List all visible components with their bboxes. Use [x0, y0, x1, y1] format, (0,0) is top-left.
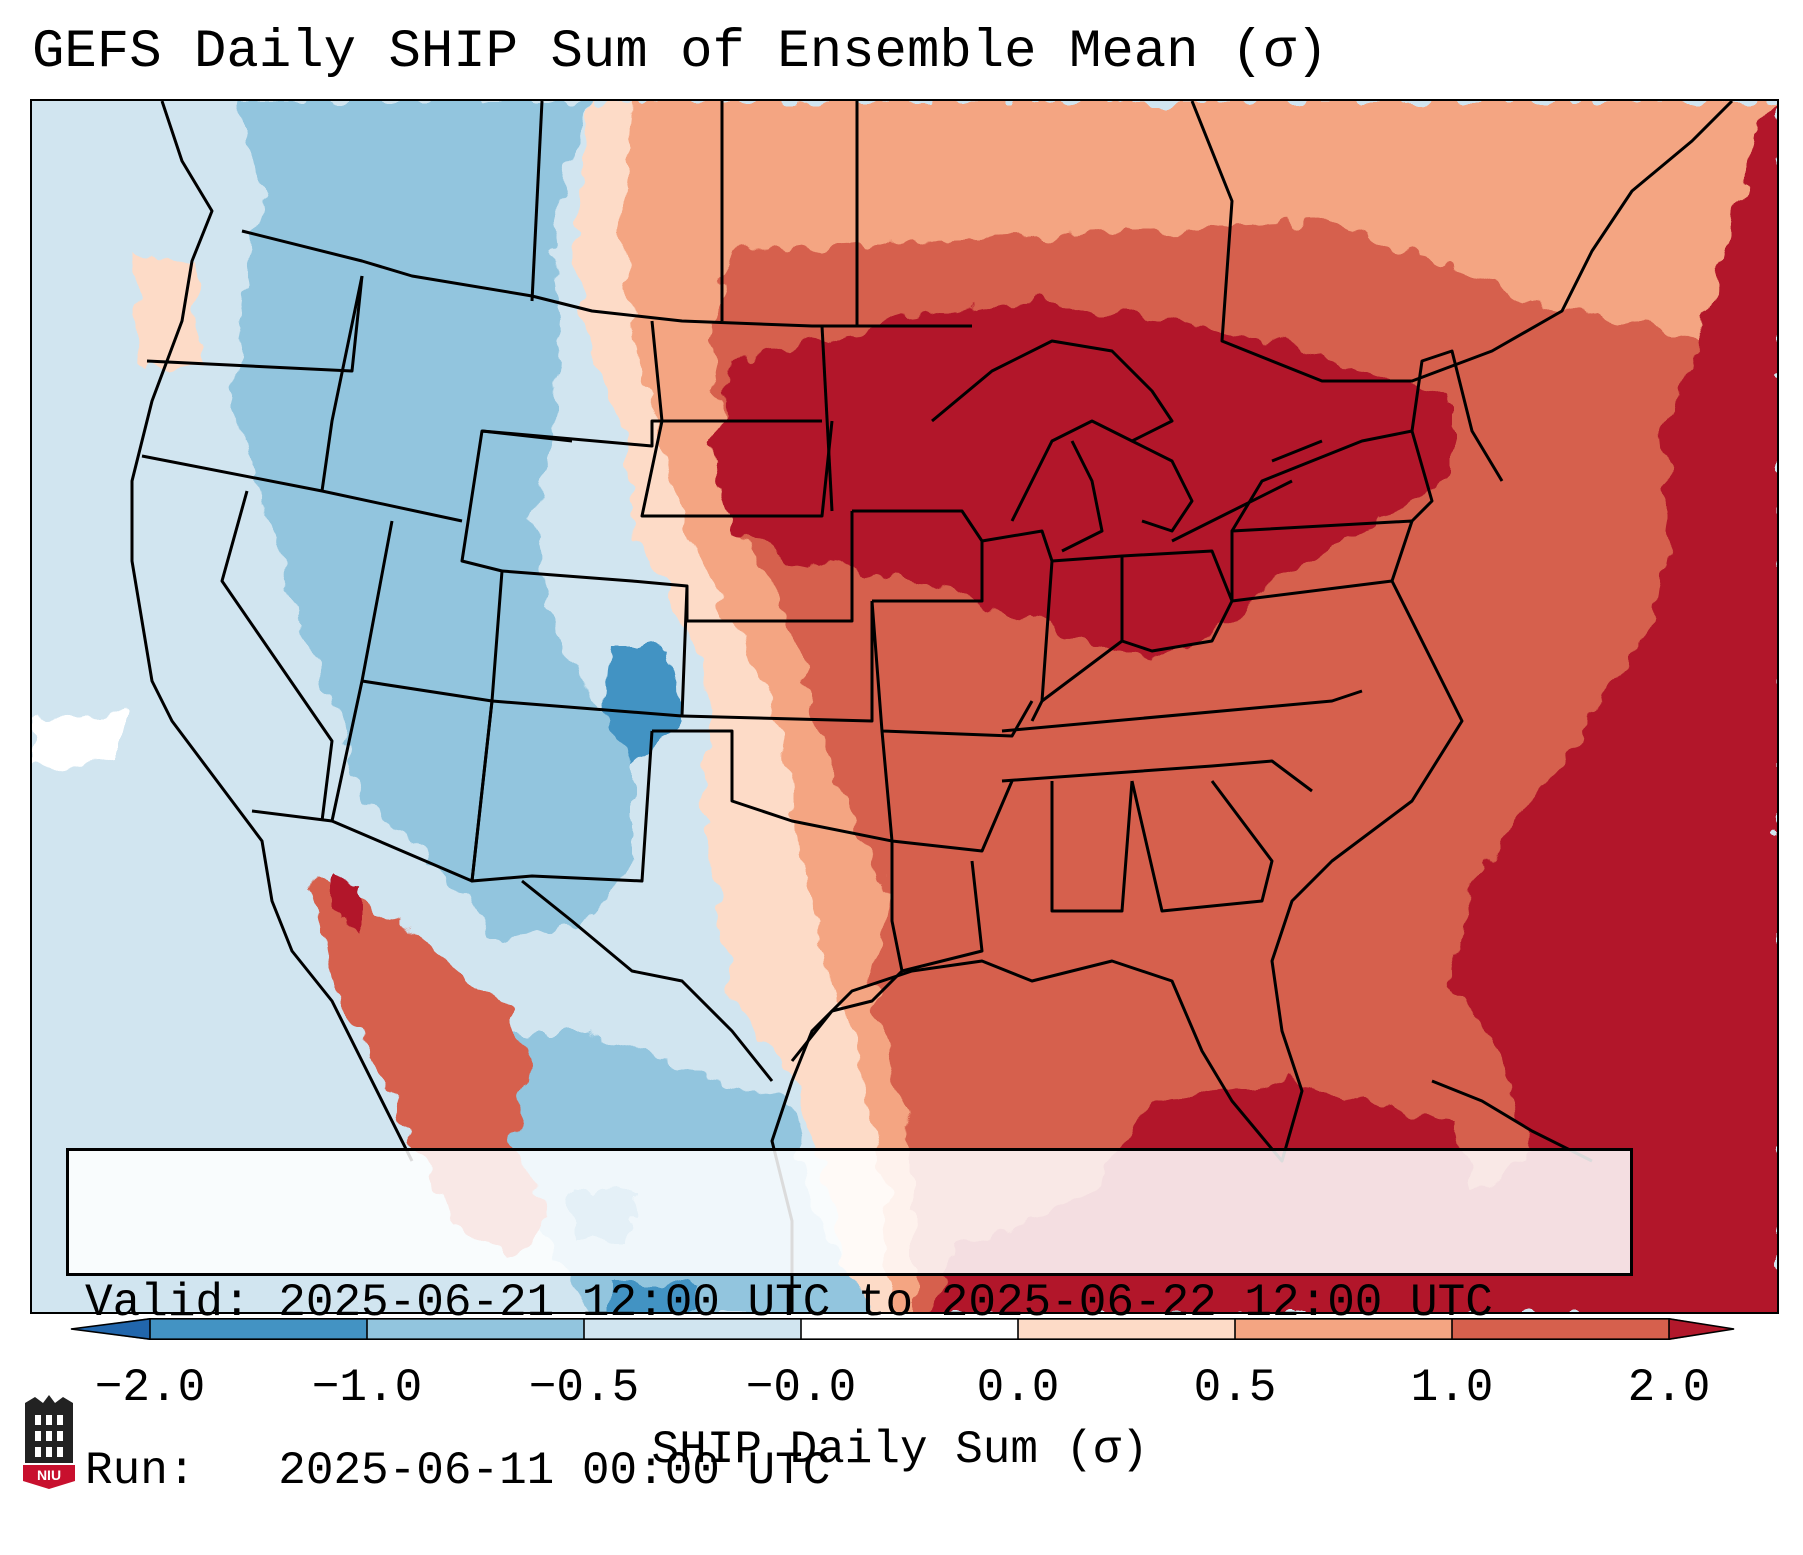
valid-run-info-box: Valid: 2025-06-21 12:00 UTC to 2025-06-2…: [66, 1148, 1633, 1497]
new-england-borders: [1410, 349, 1504, 482]
colorbar-under-arrow: [70, 1318, 150, 1340]
field-weak-positive-washington: [132, 251, 202, 371]
ohio-borders: [1121, 549, 1234, 653]
new-mexico-borders: [470, 700, 654, 883]
niu-logo-icon: NIU: [23, 1395, 75, 1489]
us-mexico-border: [521, 879, 774, 1082]
colorbar-over-arrow: [1669, 1318, 1735, 1340]
oregon-idaho-border: [320, 275, 364, 492]
colorbar-tick-label: 0.0: [976, 1362, 1060, 1414]
canada-border-west: [530, 101, 544, 302]
logo-text: NIU: [37, 1467, 61, 1483]
missouri-borders: [870, 600, 1034, 738]
colorbar-tick-label: −1.0: [311, 1362, 423, 1414]
montana-dakotas-borders: [640, 320, 834, 518]
field-very-strong-positive-sw: [332, 871, 362, 931]
colorbar-tick-label: −0.0: [745, 1362, 857, 1414]
field-very-strong-positive-lakes: [1052, 341, 1432, 581]
lake-ontario-outline: [1271, 439, 1323, 463]
new-york-borders: [1230, 429, 1434, 532]
colorbar-segment-1: [150, 1318, 367, 1340]
texas-coast: [790, 969, 904, 1062]
colorbar-segment-3: [584, 1318, 801, 1340]
california-nevada-border: [220, 490, 334, 822]
texas-oklahoma-borders: [652, 729, 904, 972]
atlantic-gulf-coastline: [770, 580, 1464, 1312]
caribbean-islands-outline: [1431, 1079, 1593, 1163]
colorbar-tick-label: 0.5: [1193, 1362, 1277, 1414]
colorbar-tick-label: −0.5: [528, 1362, 640, 1414]
colorbar-label: SHIP Daily Sum (σ): [651, 1424, 1149, 1476]
colorbar-segment-6: [1235, 1318, 1452, 1340]
field-missing-patch-pacific: [32, 711, 122, 771]
tennessee-southern-border: [1001, 759, 1313, 793]
louisiana-border: [901, 860, 984, 973]
georgia-borders: [1130, 780, 1274, 913]
field-strong-negative-south: [612, 1281, 692, 1312]
ca-mexico-border: [251, 809, 333, 823]
logo-shield: [23, 1465, 75, 1489]
field-very-strong-positive-atlantic: [1432, 105, 1777, 1312]
minnesota-west-border: [820, 325, 834, 512]
colorbar: [70, 1318, 1735, 1340]
pacific-coastline: [130, 101, 414, 1162]
colorbar-segment-4: [801, 1318, 1018, 1340]
colorbar-segment-2: [367, 1318, 584, 1340]
colorbar-segment-5: [1018, 1318, 1235, 1340]
colorbar-tick-label: −2.0: [94, 1362, 206, 1414]
map-title: GEFS Daily SHIP Sum of Ensemble Mean (σ): [32, 22, 1329, 83]
nebraska-kansas-borders: [685, 511, 854, 623]
tennessee-northern-border: [1001, 689, 1363, 733]
political-boundaries: [130, 101, 1734, 1312]
logo-tower: [25, 1395, 73, 1463]
washington-oregon-border: [146, 275, 364, 373]
alabama-borders: [1050, 780, 1134, 913]
colorbar-segment-7: [1452, 1318, 1669, 1340]
lake-superior-michigan-outline: [931, 339, 1174, 522]
kansas-oklahoma-border: [681, 601, 874, 723]
northern-border-segment: [241, 229, 972, 328]
ship-anomaly-map: [32, 101, 1777, 1312]
map-panel: [30, 99, 1779, 1314]
run-time-text: Run: 2025-06-11 00:00 UTC: [85, 1445, 831, 1497]
colorbar-tick-label: 1.0: [1410, 1362, 1494, 1414]
lake-huron-outline: [1131, 439, 1194, 533]
lake-michigan-outline: [1061, 440, 1104, 553]
colorbar-tick-label: 2.0: [1627, 1362, 1711, 1414]
canada-border-northeast: [1190, 101, 1734, 383]
wyoming-sd-borders: [481, 419, 822, 448]
field-moderate-negative-west: [232, 101, 632, 941]
arkansas-borders: [880, 730, 1014, 853]
lake-erie-outline: [1171, 479, 1293, 543]
